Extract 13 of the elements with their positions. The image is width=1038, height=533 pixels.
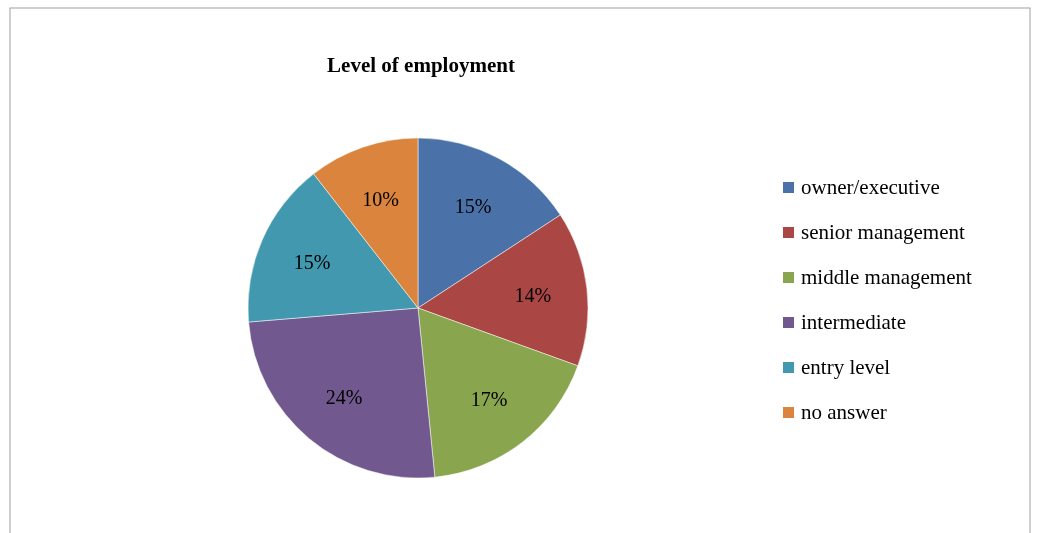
chart-title: Level of employment bbox=[327, 53, 515, 77]
legend-label: middle management bbox=[801, 265, 973, 289]
legend-label: owner/executive bbox=[801, 175, 940, 199]
legend-label: intermediate bbox=[801, 310, 906, 334]
data-label: 15% bbox=[293, 250, 331, 273]
legend-label: entry level bbox=[801, 355, 891, 379]
data-label: 10% bbox=[362, 187, 399, 210]
data-label: 14% bbox=[514, 283, 552, 306]
legend-label: senior management bbox=[801, 220, 966, 244]
data-label: 17% bbox=[470, 388, 508, 411]
legend-label: no answer bbox=[801, 400, 887, 424]
data-label: 24% bbox=[325, 385, 363, 408]
data-label: 15% bbox=[454, 195, 492, 218]
